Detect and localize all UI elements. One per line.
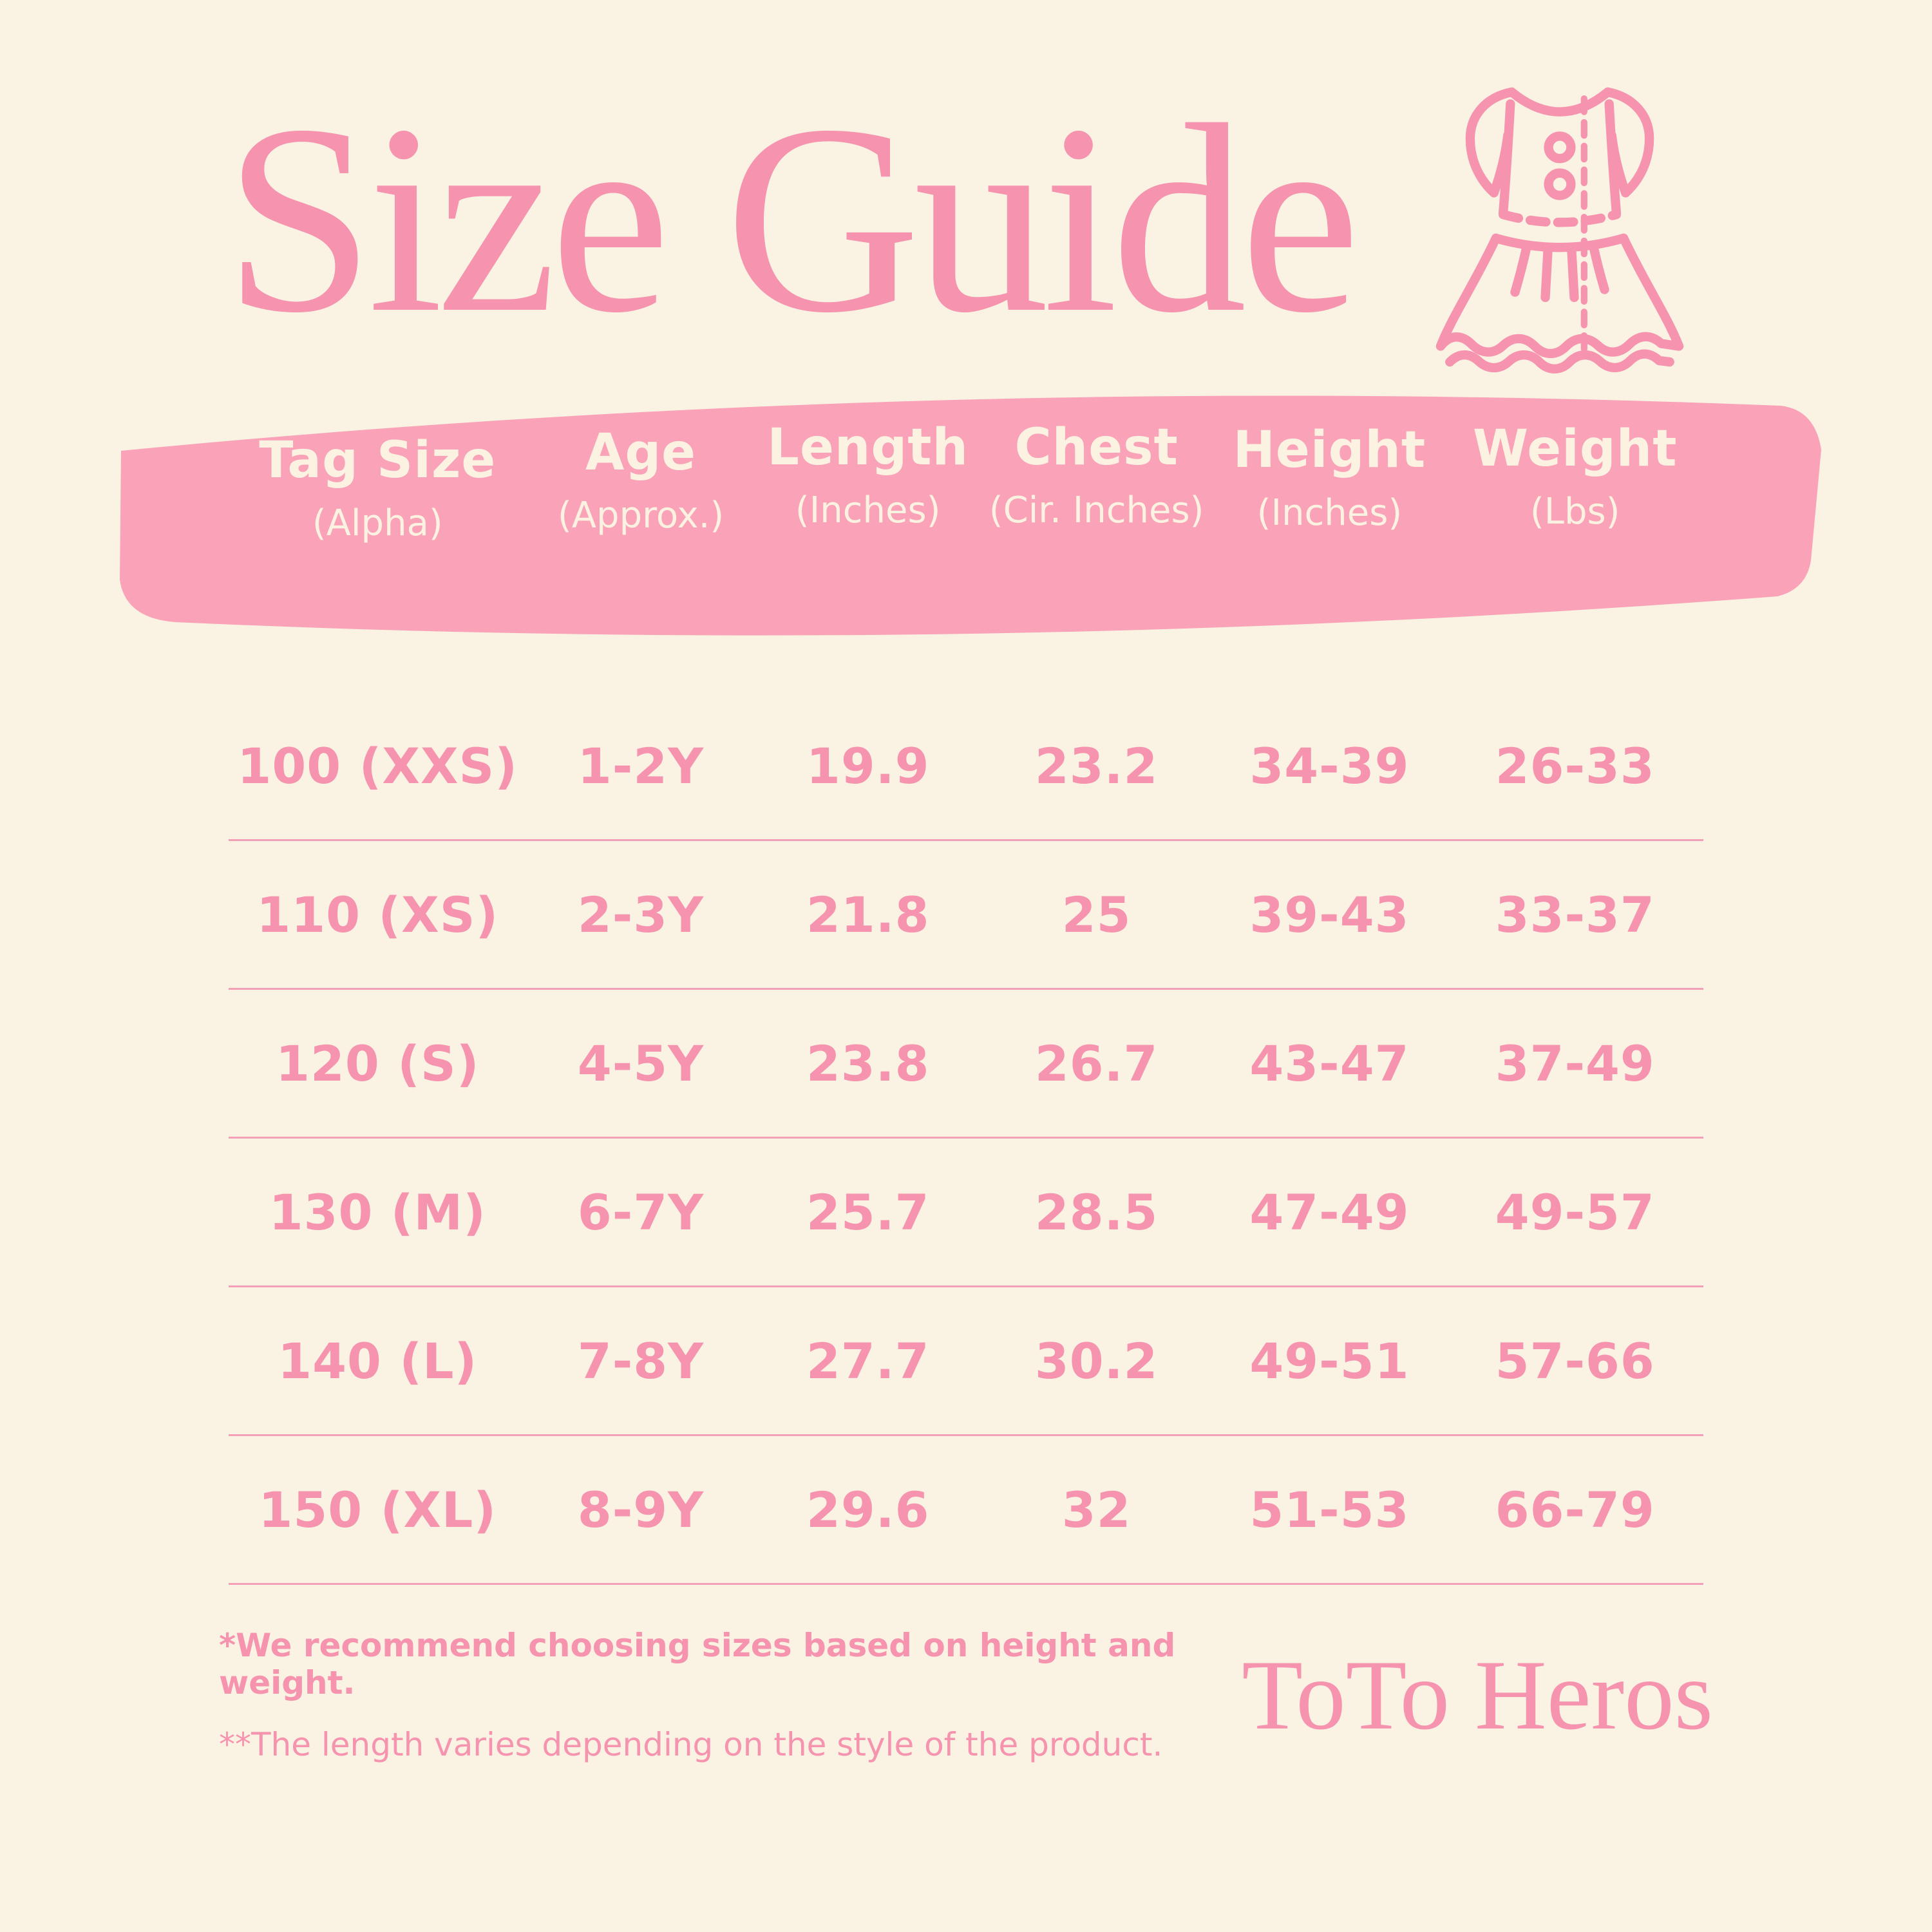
- value-cell: 39-43: [1249, 886, 1410, 943]
- column-label: Tag Size: [259, 431, 497, 489]
- value-cell: 66-79: [1495, 1481, 1655, 1539]
- column-header-age: Age (Approx.): [527, 424, 755, 536]
- value-cell: 34-39: [1249, 737, 1410, 795]
- column-label: Age: [585, 424, 697, 482]
- value-cell: 23.2: [1034, 737, 1159, 795]
- value-cell: 25: [1061, 886, 1132, 943]
- banner-ribbon-shape: [120, 395, 1821, 636]
- value-cell: 1-2Y: [577, 737, 705, 795]
- value-cell: 49-51: [1249, 1332, 1410, 1390]
- value-cell: 32: [1061, 1481, 1132, 1539]
- value-cell: 47-49: [1249, 1183, 1410, 1241]
- column-label: Chest: [1014, 419, 1179, 477]
- column-unit-label: (Cir. Inches): [989, 489, 1204, 531]
- column-label: Weight: [1472, 420, 1678, 478]
- tag-size-cell: 120 (S): [276, 1034, 480, 1092]
- column-header-height: Height (Inches): [1212, 421, 1446, 534]
- column-header-banner: Tag Size (Alpha) Age (Approx.) Length (Inches…: [97, 367, 1835, 663]
- value-cell: 27.7: [806, 1332, 930, 1390]
- column-unit-label: (Approx.): [557, 495, 724, 536]
- tag-size-cell: 150 (XL): [258, 1481, 497, 1539]
- banner-columns: Tag Size (Alpha) Age (Approx.) Length (Inches…: [229, 419, 1703, 544]
- value-cell: 37-49: [1495, 1034, 1655, 1092]
- column-unit-label: (Inches): [795, 489, 941, 531]
- value-cell: 29.6: [806, 1481, 930, 1539]
- table-row: 100 (XXS) 1-2Y 19.9 23.2 34-39 26-33: [229, 692, 1703, 841]
- tag-size-cell: 100 (XXS): [237, 737, 518, 795]
- value-cell: 25.7: [806, 1183, 930, 1241]
- column-header-length: Length (Inches): [755, 419, 981, 531]
- dress-icon: [1412, 64, 1708, 374]
- value-cell: 26-33: [1495, 737, 1655, 795]
- value-cell: 21.8: [806, 886, 930, 943]
- footer: *We recommend choosing sizes based on he…: [219, 1627, 1713, 1763]
- value-cell: 4-5Y: [577, 1034, 705, 1092]
- tag-size-cell: 140 (L): [278, 1332, 478, 1390]
- column-header-chest: Chest (Cir. Inches): [981, 419, 1213, 531]
- column-unit-label: (Alpha): [312, 502, 443, 544]
- footnotes: *We recommend choosing sizes based on he…: [219, 1627, 1242, 1763]
- table-row: 150 (XL) 8-9Y 29.6 32 51-53 66-79: [229, 1436, 1703, 1585]
- column-label: Length: [767, 419, 969, 477]
- size-table: 100 (XXS) 1-2Y 19.9 23.2 34-39 26-33 110 (XS) 2…: [229, 692, 1703, 1585]
- value-cell: 6-7Y: [577, 1183, 705, 1241]
- column-header-tag-size: Tag Size (Alpha): [229, 431, 527, 544]
- page-title: Size Guide: [223, 69, 1361, 368]
- value-cell: 51-53: [1249, 1481, 1410, 1539]
- value-cell: 23.8: [806, 1034, 930, 1092]
- value-cell: 28.5: [1034, 1183, 1159, 1241]
- column-unit-label: (Inches): [1256, 492, 1403, 534]
- value-cell: 26.7: [1034, 1034, 1159, 1092]
- column-header-weight: Weight (Lbs): [1447, 420, 1703, 533]
- value-cell: 43-47: [1249, 1034, 1410, 1092]
- value-cell: 7-8Y: [577, 1332, 705, 1390]
- value-cell: 57-66: [1495, 1332, 1655, 1390]
- brand-logo: ToTo Heros: [1242, 1639, 1713, 1750]
- table-row: 110 (XS) 2-3Y 21.8 25 39-43 33-37: [229, 841, 1703, 990]
- column-label: Height: [1233, 421, 1426, 479]
- value-cell: 30.2: [1034, 1332, 1159, 1390]
- table-row: 130 (M) 6-7Y 25.7 28.5 47-49 49-57: [229, 1139, 1703, 1287]
- value-cell: 49-57: [1495, 1183, 1655, 1241]
- footnote-length-varies: **The length varies depending on the sty…: [219, 1726, 1163, 1763]
- value-cell: 33-37: [1495, 886, 1655, 943]
- value-cell: 8-9Y: [577, 1481, 705, 1539]
- value-cell: 19.9: [806, 737, 930, 795]
- value-cell: 2-3Y: [577, 886, 705, 943]
- tag-size-cell: 110 (XS): [256, 886, 499, 943]
- footnote-height-weight: *We recommend choosing sizes based on he…: [219, 1627, 1176, 1701]
- column-unit-label: (Lbs): [1530, 491, 1620, 533]
- header: Size Guide: [0, 0, 1932, 374]
- table-row: 140 (L) 7-8Y 27.7 30.2 49-51 57-66: [229, 1287, 1703, 1436]
- table-row: 120 (S) 4-5Y 23.8 26.7 43-47 37-49: [229, 990, 1703, 1139]
- tag-size-cell: 130 (M): [269, 1183, 486, 1241]
